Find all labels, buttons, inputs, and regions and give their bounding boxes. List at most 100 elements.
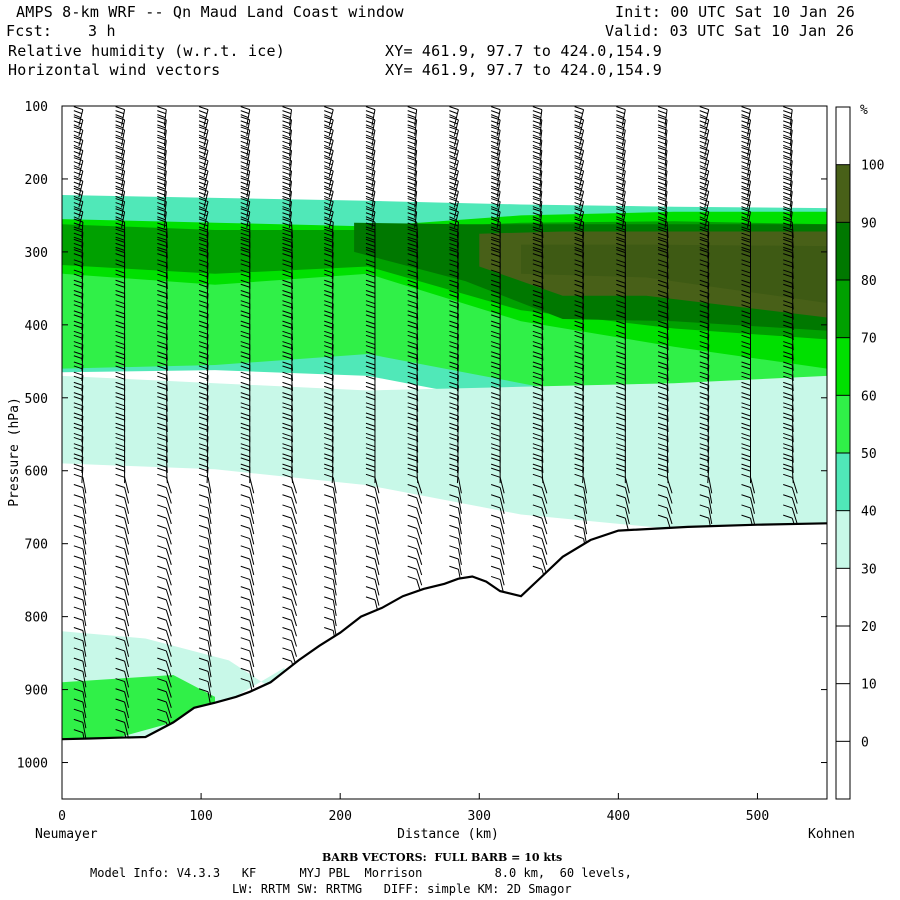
wind-barb-feather bbox=[407, 198, 417, 203]
wind-barb-feather bbox=[240, 432, 250, 437]
wind-barb-feather bbox=[73, 467, 83, 472]
wind-barb-feather bbox=[532, 392, 543, 397]
wind-barb-feather bbox=[407, 432, 417, 437]
wind-barb bbox=[416, 405, 419, 422]
wind-barb bbox=[81, 395, 84, 412]
colorbar-segment bbox=[836, 453, 850, 511]
wind-barb-feather bbox=[616, 147, 626, 151]
wind-barb bbox=[791, 426, 794, 443]
wind-barb-feather bbox=[657, 212, 667, 217]
wind-barb bbox=[207, 681, 212, 698]
wind-barb-feather bbox=[73, 140, 83, 145]
wind-barb-feather bbox=[282, 586, 292, 591]
wind-barb bbox=[82, 507, 87, 525]
wind-barb-feather bbox=[407, 110, 417, 115]
wind-barb-feather bbox=[532, 422, 543, 427]
wind-barb-feather bbox=[198, 416, 208, 421]
wind-barb-feather bbox=[73, 330, 84, 335]
wind-barb bbox=[791, 313, 794, 330]
wind-barb bbox=[206, 293, 209, 310]
wind-barb bbox=[707, 446, 710, 463]
wind-barb bbox=[791, 303, 794, 320]
wind-barb bbox=[291, 375, 293, 392]
wind-barb-feather bbox=[574, 236, 584, 241]
wind-barb bbox=[416, 313, 419, 330]
wind-barb-feather bbox=[365, 140, 375, 145]
wind-barb-feather bbox=[324, 304, 334, 309]
wind-barb-feather bbox=[365, 422, 376, 427]
wind-barb-feather bbox=[282, 300, 292, 305]
wind-barb-feather bbox=[741, 484, 751, 488]
wind-barb-feather bbox=[282, 293, 292, 298]
wind-barb-feather bbox=[657, 216, 667, 221]
wind-barb-feather bbox=[365, 324, 376, 329]
wind-barb bbox=[666, 313, 669, 330]
wind-barb-feather bbox=[699, 249, 709, 254]
wind-barb-feather bbox=[574, 165, 582, 170]
wind-barb bbox=[541, 252, 544, 269]
wind-barb-feather bbox=[574, 226, 584, 231]
wind-barb bbox=[331, 385, 334, 402]
wind-barb-feather bbox=[490, 396, 501, 401]
wind-barb-feather bbox=[657, 106, 668, 111]
wind-barb-feather bbox=[783, 208, 793, 213]
wind-barb-feather bbox=[115, 157, 125, 162]
wind-barb-feather bbox=[365, 494, 376, 499]
wind-barb-feather bbox=[616, 238, 626, 243]
wind-barb-feather bbox=[73, 473, 84, 478]
wind-barb bbox=[331, 344, 334, 361]
wind-barb bbox=[207, 630, 212, 647]
wind-barb-feather bbox=[449, 134, 457, 139]
wind-barb-feather bbox=[741, 136, 751, 141]
wind-barb-feather bbox=[324, 392, 334, 397]
wind-barb-feather bbox=[198, 330, 209, 335]
wind-barb-feather bbox=[741, 279, 751, 284]
wind-barb-feather bbox=[157, 355, 167, 360]
wind-barb-feather bbox=[616, 426, 626, 431]
wind-barb-feather bbox=[532, 447, 543, 452]
wind-barb-feather bbox=[73, 216, 82, 221]
wind-barb-feather bbox=[282, 151, 292, 155]
wind-barb-feather bbox=[73, 396, 83, 401]
wind-barb-feather bbox=[449, 130, 458, 135]
wind-barb-feather bbox=[699, 151, 708, 155]
wind-barb-feather bbox=[324, 157, 334, 162]
wind-barb bbox=[416, 273, 419, 290]
wind-barb-feather bbox=[365, 436, 376, 441]
wind-barb-feather bbox=[783, 130, 792, 135]
wind-barb-feather bbox=[407, 392, 417, 397]
wind-barb-feather bbox=[574, 330, 584, 335]
wind-barb-feather bbox=[407, 375, 418, 380]
wind-barb-feather bbox=[365, 236, 376, 241]
wind-barb-feather bbox=[240, 222, 250, 227]
wind-barb-feather bbox=[574, 290, 584, 294]
wind-barb-feather bbox=[240, 242, 250, 247]
wind-barb-feather bbox=[115, 729, 125, 734]
wind-barb-feather bbox=[157, 453, 167, 458]
wind-barb-feather bbox=[157, 185, 166, 190]
wind-barb bbox=[457, 548, 462, 565]
wind-barb-feather bbox=[240, 514, 250, 519]
wind-barb-feather bbox=[783, 447, 793, 452]
wind-barb-feather bbox=[198, 688, 209, 693]
wind-barb-feather bbox=[407, 157, 417, 162]
wind-barb-feather bbox=[115, 110, 125, 115]
wind-barb-feather bbox=[490, 355, 501, 360]
wind-barb bbox=[165, 262, 168, 279]
wind-barb-feather bbox=[657, 151, 667, 155]
wind-barb bbox=[374, 569, 380, 586]
wind-barb-feather bbox=[657, 110, 667, 115]
wind-barb-feather bbox=[783, 463, 793, 468]
wind-barb-feather bbox=[282, 647, 292, 652]
wind-barb-feather bbox=[115, 606, 125, 611]
wind-barb-feather bbox=[407, 365, 418, 370]
wind-barb-feather bbox=[741, 195, 750, 200]
wind-barb-feather bbox=[365, 185, 374, 190]
wind-barb bbox=[791, 456, 794, 473]
wind-barb-feather bbox=[449, 310, 459, 315]
wind-barb-feather bbox=[532, 116, 543, 121]
wind-barb-feather bbox=[532, 246, 543, 251]
wind-barb-feather bbox=[657, 355, 668, 360]
wind-barb-feather bbox=[157, 473, 167, 478]
wind-barb bbox=[291, 426, 293, 443]
